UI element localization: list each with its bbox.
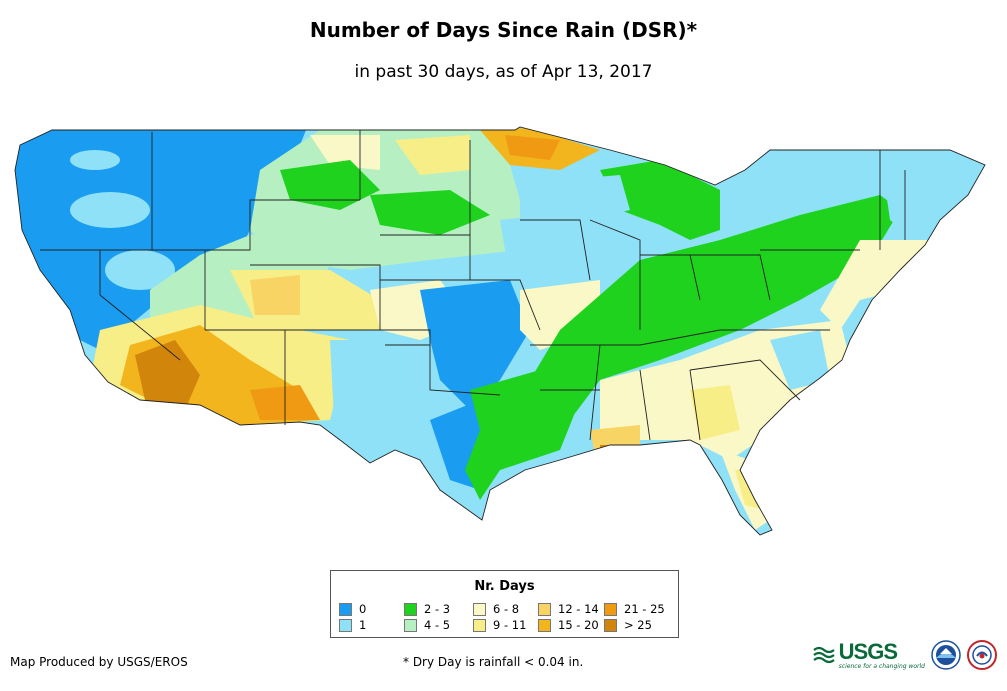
usgs-logo: USGS science for a changing world (812, 638, 925, 670)
legend-item-3: 4 - 5 (404, 618, 450, 632)
dsr-raster (15, 127, 985, 535)
legend-swatch (404, 618, 417, 632)
legend-swatch (404, 602, 417, 616)
legend-swatch (604, 602, 617, 616)
legend-item-2: 2 - 3 (404, 602, 450, 616)
usgs-wave-icon (812, 646, 835, 664)
legend-item-7: 15 - 20 (538, 618, 599, 632)
legend-label: 0 (359, 602, 367, 616)
legend-swatch (538, 602, 551, 616)
legend-label: 21 - 25 (624, 602, 665, 616)
legend-swatch (339, 602, 352, 616)
agency-logos: USGS science for a changing world (812, 638, 997, 670)
legend-label: 1 (359, 618, 367, 632)
legend-title: Nr. Days (474, 579, 535, 594)
legend-swatch (473, 618, 486, 632)
legend-item-5: 9 - 11 (473, 618, 526, 632)
legend-item-1: 1 (339, 618, 366, 632)
legend-item-4: 6 - 8 (473, 602, 519, 616)
legend-swatch (538, 618, 551, 632)
legend-label: 15 - 20 (558, 618, 599, 632)
usgs-wordmark: USGS (838, 638, 898, 664)
legend-label: 2 - 3 (424, 602, 451, 616)
legend-item-9: > 25 (604, 618, 652, 632)
legend-label: 12 - 14 (558, 602, 599, 616)
noaa-seal-icon (931, 640, 961, 670)
legend-item-0: 0 (339, 602, 366, 616)
usgs-tagline: science for a changing world (838, 662, 925, 670)
map-subtitle: in past 30 days, as of Apr 13, 2017 (354, 62, 653, 82)
dry-day-note: * Dry Day is rainfall < 0.04 in. (403, 655, 584, 669)
legend-label: 6 - 8 (493, 602, 520, 616)
legend-swatch (339, 618, 352, 632)
legend-item-8: 21 - 25 (604, 602, 665, 616)
legend-label: 4 - 5 (424, 618, 451, 632)
legend-label: 9 - 11 (493, 618, 527, 632)
state-boundaries (14, 126, 986, 536)
nws-seal-icon (967, 640, 997, 670)
legend-swatch (604, 618, 617, 632)
legend-swatch (473, 602, 486, 616)
credit-text: Map Produced by USGS/EROS (10, 655, 188, 669)
legend-item-6: 12 - 14 (538, 602, 599, 616)
legend: Nr. Days 0 1 2 - 3 4 - 5 6 - 8 9 - 11 12… (330, 570, 679, 638)
legend-label: > 25 (624, 618, 652, 632)
map-title: Number of Days Since Rain (DSR)* (309, 18, 698, 42)
